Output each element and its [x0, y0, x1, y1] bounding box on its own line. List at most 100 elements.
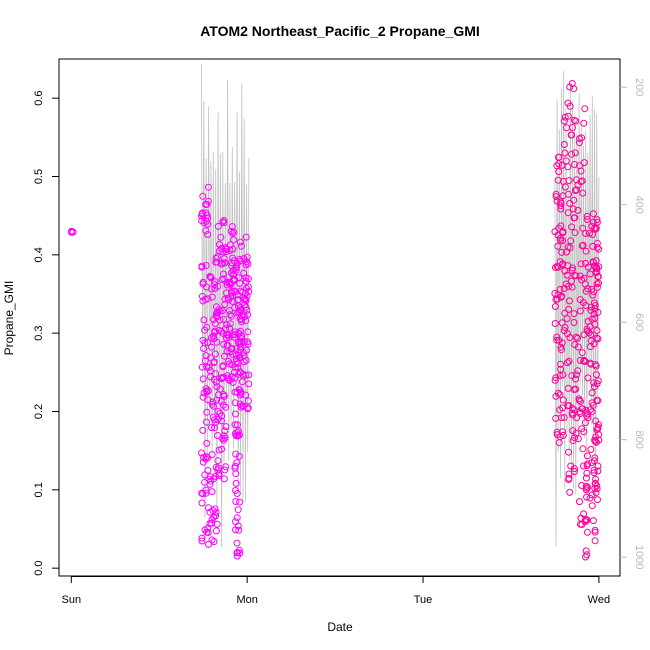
data-point: [561, 113, 569, 121]
data-point: [553, 428, 561, 436]
data-point: [232, 518, 240, 526]
data-point: [591, 454, 599, 462]
data-point: [576, 162, 583, 170]
data-point: [583, 469, 591, 477]
data-point: [212, 370, 220, 378]
data-point: [568, 80, 576, 87]
x-axis-label: Date: [327, 620, 353, 634]
data-point: [559, 396, 567, 404]
data-point: [207, 273, 214, 281]
data-point: [223, 289, 230, 297]
data-point: [572, 375, 580, 383]
data-point: [583, 484, 591, 492]
data-point: [567, 237, 575, 245]
data-point: [219, 218, 227, 226]
data-point: [222, 248, 230, 256]
data-point: [239, 288, 247, 296]
data-point: [218, 259, 226, 267]
data-point: [211, 424, 219, 432]
data-point: [244, 397, 252, 405]
data-point: [582, 247, 590, 255]
data-point: [208, 424, 215, 432]
data-point: [233, 549, 241, 557]
data-point: [566, 199, 574, 207]
data-point: [593, 239, 601, 247]
data-point: [232, 266, 240, 274]
data-point: [222, 423, 230, 431]
data-point: [212, 312, 220, 320]
data-point: [588, 408, 596, 416]
data-point: [555, 389, 562, 397]
data-point: [220, 255, 228, 263]
data-point: [555, 439, 563, 447]
y-axis: 0.0 0.1 0.2 0.3 0.4 0.5 0.6: [33, 91, 59, 576]
data-point: [203, 217, 210, 225]
data-point: [226, 311, 234, 319]
data-point: [578, 425, 586, 433]
data-point: [569, 205, 577, 213]
data-point: [566, 102, 574, 110]
data-point: [228, 345, 236, 352]
data-point: [557, 222, 565, 230]
data-point: [556, 286, 564, 293]
data-point: [572, 117, 580, 125]
data-point: [580, 119, 588, 127]
data-point: [592, 417, 600, 425]
y-tick-label: 0.6: [33, 91, 45, 106]
data-point: [220, 217, 228, 224]
data-point: [206, 480, 214, 488]
data-point: [565, 297, 573, 305]
data-point: [570, 465, 578, 473]
data-point: [210, 332, 217, 340]
data-point: [198, 449, 205, 457]
data-point: [579, 224, 587, 232]
data-point: [232, 479, 240, 487]
data-point: [208, 451, 216, 459]
data-point: [214, 464, 222, 472]
data-point: [553, 162, 561, 170]
data-point: [206, 508, 214, 516]
data-point: [207, 274, 215, 282]
data-point: [551, 303, 559, 310]
data-point: [583, 493, 591, 501]
data-point: [568, 283, 576, 291]
data-point: [200, 454, 207, 461]
data-point: [204, 387, 212, 395]
data-point: [574, 334, 581, 342]
data-point: [213, 520, 221, 528]
data-point: [590, 288, 598, 296]
data-point: [571, 149, 579, 157]
data-point: [593, 327, 601, 334]
data-point: [245, 380, 253, 388]
data-point: [207, 354, 215, 362]
data-point: [583, 216, 591, 223]
data-point: [593, 438, 600, 446]
data-point: [241, 296, 249, 304]
data-point: [221, 434, 229, 442]
data-point: [593, 216, 601, 224]
data-point: [205, 364, 213, 371]
data-point: [230, 228, 238, 236]
data-point: [239, 370, 247, 378]
data-point: [571, 341, 579, 349]
data-point: [232, 526, 239, 534]
data-point: [594, 273, 602, 281]
data-point: [234, 296, 242, 304]
data-point: [572, 186, 580, 194]
data-point: [208, 343, 215, 351]
data-point: [242, 233, 250, 241]
data-point: [225, 357, 232, 365]
data-point: [216, 307, 224, 315]
data-point: [553, 431, 561, 439]
data-point: [233, 344, 241, 352]
data-point: [577, 260, 585, 268]
data-point: [551, 290, 559, 297]
data-point: [565, 282, 572, 290]
y2-tick-label: 200: [633, 78, 645, 96]
data-point: [199, 393, 207, 401]
data-point: [233, 428, 241, 436]
data-point: [240, 313, 248, 321]
y-tick-label: 0.4: [33, 247, 45, 262]
data-point: [563, 248, 570, 256]
data-point: [198, 534, 206, 542]
